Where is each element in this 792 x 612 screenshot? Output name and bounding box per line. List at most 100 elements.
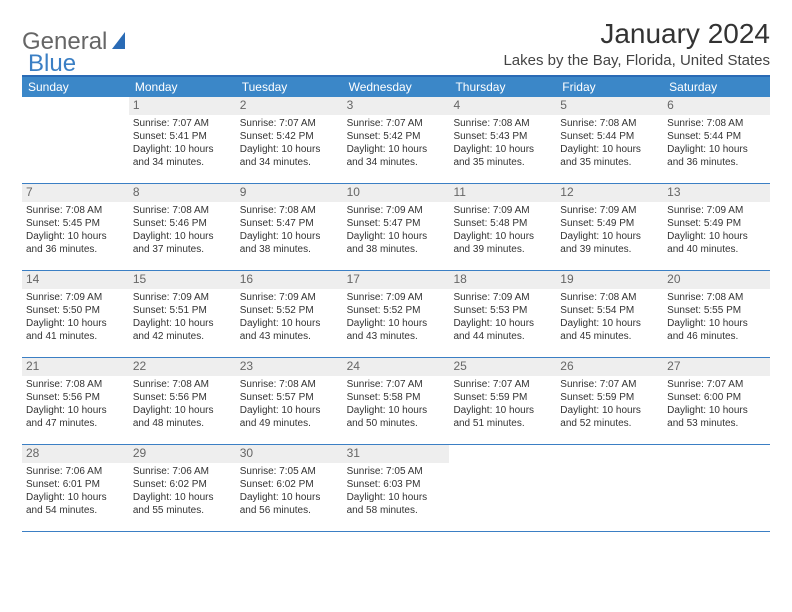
calendar-cell: 4Sunrise: 7:08 AMSunset: 5:43 PMDaylight… [449,97,556,183]
daylight-text: Daylight: 10 hours and 36 minutes. [26,230,125,256]
daylight-text: Daylight: 10 hours and 35 minutes. [453,143,552,169]
dow-friday: Friday [556,77,663,97]
day-number: 15 [129,271,236,289]
calendar-cell: 17Sunrise: 7:09 AMSunset: 5:52 PMDayligh… [343,271,450,357]
sunrise-text: Sunrise: 7:08 AM [560,291,659,304]
daylight-text: Daylight: 10 hours and 37 minutes. [133,230,232,256]
sunrise-text: Sunrise: 7:07 AM [667,378,766,391]
sunset-text: Sunset: 5:46 PM [133,217,232,230]
calendar-cell: 31Sunrise: 7:05 AMSunset: 6:03 PMDayligh… [343,445,450,531]
calendar-cell: 26Sunrise: 7:07 AMSunset: 5:59 PMDayligh… [556,358,663,444]
calendar-cell [663,445,770,531]
sunrise-text: Sunrise: 7:08 AM [560,117,659,130]
calendar-cell: 19Sunrise: 7:08 AMSunset: 5:54 PMDayligh… [556,271,663,357]
day-number: 9 [236,184,343,202]
day-number: 17 [343,271,450,289]
daylight-text: Daylight: 10 hours and 34 minutes. [347,143,446,169]
day-number: 8 [129,184,236,202]
daylight-text: Daylight: 10 hours and 43 minutes. [240,317,339,343]
sunset-text: Sunset: 6:00 PM [667,391,766,404]
sunrise-text: Sunrise: 7:07 AM [133,117,232,130]
dow-thursday: Thursday [449,77,556,97]
location: Lakes by the Bay, Florida, United States [503,52,770,69]
calendar-cell: 5Sunrise: 7:08 AMSunset: 5:44 PMDaylight… [556,97,663,183]
daylight-text: Daylight: 10 hours and 48 minutes. [133,404,232,430]
daylight-text: Daylight: 10 hours and 47 minutes. [26,404,125,430]
calendar-cell: 7Sunrise: 7:08 AMSunset: 5:45 PMDaylight… [22,184,129,270]
sunrise-text: Sunrise: 7:08 AM [240,378,339,391]
week-row: 1Sunrise: 7:07 AMSunset: 5:41 PMDaylight… [22,97,770,184]
sunset-text: Sunset: 5:53 PM [453,304,552,317]
daylight-text: Daylight: 10 hours and 38 minutes. [240,230,339,256]
sunset-text: Sunset: 5:58 PM [347,391,446,404]
calendar-cell: 6Sunrise: 7:08 AMSunset: 5:44 PMDaylight… [663,97,770,183]
calendar-cell: 25Sunrise: 7:07 AMSunset: 5:59 PMDayligh… [449,358,556,444]
sunset-text: Sunset: 6:02 PM [133,478,232,491]
title-block: January 2024 Lakes by the Bay, Florida, … [503,18,770,69]
calendar-cell: 14Sunrise: 7:09 AMSunset: 5:50 PMDayligh… [22,271,129,357]
day-number: 4 [449,97,556,115]
sunset-text: Sunset: 6:02 PM [240,478,339,491]
sunrise-text: Sunrise: 7:09 AM [240,291,339,304]
calendar-cell: 13Sunrise: 7:09 AMSunset: 5:49 PMDayligh… [663,184,770,270]
calendar-cell: 30Sunrise: 7:05 AMSunset: 6:02 PMDayligh… [236,445,343,531]
sunrise-text: Sunrise: 7:08 AM [26,378,125,391]
dow-wednesday: Wednesday [343,77,450,97]
calendar-cell: 12Sunrise: 7:09 AMSunset: 5:49 PMDayligh… [556,184,663,270]
sunset-text: Sunset: 5:49 PM [560,217,659,230]
daylight-text: Daylight: 10 hours and 38 minutes. [347,230,446,256]
week-row: 21Sunrise: 7:08 AMSunset: 5:56 PMDayligh… [22,358,770,445]
day-number: 3 [343,97,450,115]
daylight-text: Daylight: 10 hours and 39 minutes. [453,230,552,256]
sunrise-text: Sunrise: 7:09 AM [347,291,446,304]
dow-monday: Monday [129,77,236,97]
sunset-text: Sunset: 5:47 PM [240,217,339,230]
daylight-text: Daylight: 10 hours and 34 minutes. [240,143,339,169]
calendar-cell: 11Sunrise: 7:09 AMSunset: 5:48 PMDayligh… [449,184,556,270]
calendar-cell: 9 Sunrise: 7:08 AMSunset: 5:47 PMDaylight… [236,184,343,270]
calendar-cell [449,445,556,531]
daylight-text: Daylight: 10 hours and 58 minutes. [347,491,446,517]
calendar-cell [556,445,663,531]
day-number: 6 [663,97,770,115]
daylight-text: Daylight: 10 hours and 41 minutes. [26,317,125,343]
sunset-text: Sunset: 5:57 PM [240,391,339,404]
sunrise-text: Sunrise: 7:09 AM [453,204,552,217]
sunrise-text: Sunrise: 7:08 AM [240,204,339,217]
day-number: 29 [129,445,236,463]
day-number: 31 [343,445,450,463]
daylight-text: Daylight: 10 hours and 50 minutes. [347,404,446,430]
sunset-text: Sunset: 5:49 PM [667,217,766,230]
sunrise-text: Sunrise: 7:05 AM [240,465,339,478]
calendar-cell: 29Sunrise: 7:06 AMSunset: 6:02 PMDayligh… [129,445,236,531]
sunrise-text: Sunrise: 7:09 AM [133,291,232,304]
daylight-text: Daylight: 10 hours and 45 minutes. [560,317,659,343]
calendar-cell: 16Sunrise: 7:09 AMSunset: 5:52 PMDayligh… [236,271,343,357]
sunset-text: Sunset: 6:01 PM [26,478,125,491]
logo-sail-icon [111,31,133,51]
calendar-cell: 23Sunrise: 7:08 AMSunset: 5:57 PMDayligh… [236,358,343,444]
sunset-text: Sunset: 5:52 PM [240,304,339,317]
sunrise-text: Sunrise: 7:08 AM [26,204,125,217]
sunrise-text: Sunrise: 7:09 AM [453,291,552,304]
sunrise-text: Sunrise: 7:07 AM [347,378,446,391]
sunset-text: Sunset: 5:56 PM [26,391,125,404]
sunset-text: Sunset: 5:44 PM [667,130,766,143]
calendar: SundayMondayTuesdayWednesdayThursdayFrid… [22,75,770,532]
sunrise-text: Sunrise: 7:07 AM [240,117,339,130]
calendar-cell: 28Sunrise: 7:06 AMSunset: 6:01 PMDayligh… [22,445,129,531]
calendar-cell: 1Sunrise: 7:07 AMSunset: 5:41 PMDaylight… [129,97,236,183]
sunrise-text: Sunrise: 7:09 AM [667,204,766,217]
sunrise-text: Sunrise: 7:09 AM [560,204,659,217]
day-number: 1 [129,97,236,115]
sunset-text: Sunset: 5:51 PM [133,304,232,317]
day-number: 14 [22,271,129,289]
daylight-text: Daylight: 10 hours and 35 minutes. [560,143,659,169]
day-number: 27 [663,358,770,376]
day-number: 21 [22,358,129,376]
calendar-cell [22,97,129,183]
daylight-text: Daylight: 10 hours and 54 minutes. [26,491,125,517]
daylight-text: Daylight: 10 hours and 42 minutes. [133,317,232,343]
sunset-text: Sunset: 5:48 PM [453,217,552,230]
week-row: 28Sunrise: 7:06 AMSunset: 6:01 PMDayligh… [22,445,770,532]
